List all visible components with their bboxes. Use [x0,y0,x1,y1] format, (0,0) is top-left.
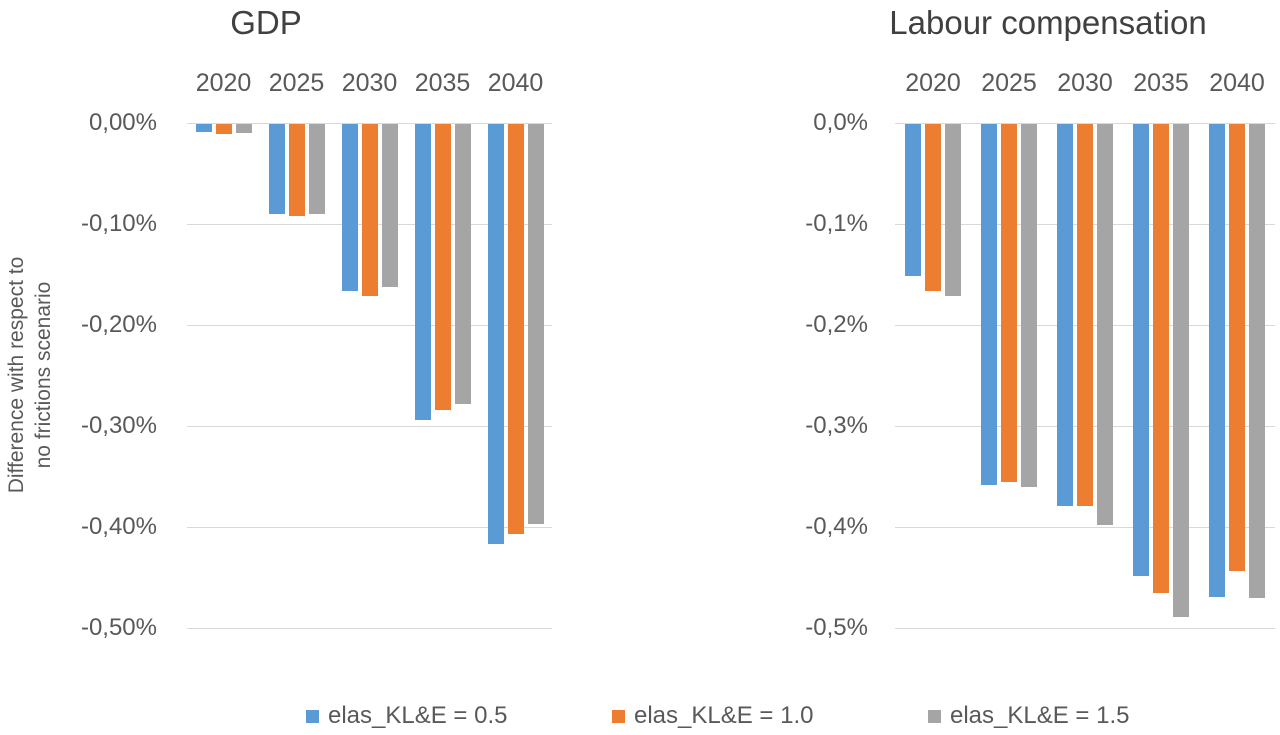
bar-labour-2025-series1 [981,124,997,485]
x-axis-category-label: 2040 [1209,69,1265,97]
x-axis-category-label: 2025 [981,69,1037,97]
bar-labour-2020-series2 [925,124,941,291]
y-axis-tick-label: -0,10% [80,210,157,237]
bar-gdp-2020-series1 [195,124,212,132]
legend-label: elas_KL&E = 0.5 [328,702,508,729]
x-axis-category-label: 2030 [341,69,398,97]
bar-gdp-2025-series3 [308,124,325,214]
legend-label: elas_KL&E = 1.5 [950,702,1130,729]
y-axis-tick-label: -0,50% [80,614,157,641]
legend-item: elas_KL&E = 1.5 [928,701,1129,731]
chart-title-labour: Labour compensation [889,4,1207,41]
x-axis-category-label: 2020 [195,69,252,97]
bar-gdp-2030-series2 [361,124,378,296]
bar-gdp-2020-series2 [215,124,232,134]
y-axis-tick-label: -0,40% [80,513,157,540]
chart-title-gdp: GDP [230,4,302,41]
bar-labour-2040-series2 [1229,124,1245,571]
bar-gdp-2040-series1 [487,124,504,544]
bar-labour-2020-series3 [945,124,961,296]
bar-gdp-2035-series1 [414,124,431,420]
bar-labour-2020-series1 [905,124,921,276]
gridline [187,527,552,528]
bar-labour-2040-series3 [1249,124,1265,598]
gridline [187,628,552,629]
gridline [895,527,1275,528]
bar-labour-2025-series2 [1001,124,1017,482]
x-axis-category-label: 2030 [1057,69,1113,97]
y-axis-tick-label: -0,3% [805,412,868,439]
bar-gdp-2025-series1 [268,124,285,214]
legend-item: elas_KL&E = 1.0 [612,701,813,731]
x-axis-category-label: 2035 [414,69,471,97]
x-axis-category-label: 2035 [1133,69,1189,97]
bar-gdp-2035-series3 [454,124,471,404]
bar-gdp-2040-series2 [507,124,524,534]
bar-labour-2040-series1 [1209,124,1225,597]
bar-labour-2025-series3 [1021,124,1037,487]
bar-gdp-2025-series2 [288,124,305,216]
y-axis-tick-label: -0,20% [80,311,157,338]
legend-label: elas_KL&E = 1.0 [634,702,814,729]
x-axis-category-label: 2020 [905,69,961,97]
bar-gdp-2035-series2 [434,124,451,410]
legend-swatch-gray-icon [928,709,941,723]
bar-labour-2030-series2 [1077,124,1093,506]
gridline [187,123,552,124]
x-axis-category-label: 2040 [487,69,544,97]
y-axis-tick-label: -0,30% [80,412,157,439]
y-axis-tick-label: -0,2% [805,311,868,338]
bar-labour-2035-series3 [1173,124,1189,617]
y-axis-tick-label: -0,5% [805,614,868,641]
gridline [895,123,1275,124]
y-axis-tick-label: -0,1% [805,210,868,237]
y-axis-tick-label: 0,00% [88,109,157,136]
bar-gdp-2020-series3 [235,124,252,133]
y-axis-tick-label: 0,0% [813,109,868,136]
bar-labour-2030-series1 [1057,124,1073,506]
bar-gdp-2030-series3 [381,124,398,287]
bar-labour-2030-series3 [1097,124,1113,525]
bar-labour-2035-series2 [1153,124,1169,593]
legend-item: elas_KL&E = 0.5 [306,701,507,731]
legend-swatch-orange-icon [612,709,625,723]
x-axis-category-label: 2025 [268,69,325,97]
legend-swatch-blue-icon [306,709,319,723]
gridline [187,426,552,427]
y-axis-tick-label: -0,4% [805,513,868,540]
gridline [187,325,552,326]
bar-labour-2035-series1 [1133,124,1149,576]
bar-gdp-2030-series1 [341,124,358,291]
gridline [895,628,1275,629]
bar-gdp-2040-series3 [527,124,544,524]
y-axis-title-line1: Difference with respect to [5,256,28,494]
